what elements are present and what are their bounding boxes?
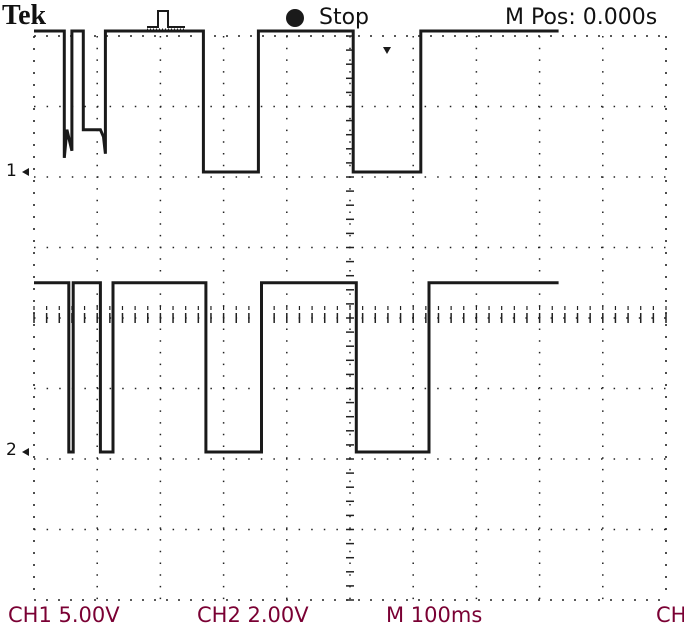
ch1-waveform — [34, 29, 559, 174]
ch1-scale-readout: CH1 5.00V — [8, 603, 120, 627]
pulse-trigger-icon — [147, 10, 185, 30]
acquisition-status: Stop — [319, 5, 370, 30]
ch2-marker-label: 2 — [6, 440, 17, 460]
ch2-ground-marker — [22, 448, 29, 456]
ch2-waveform — [34, 281, 559, 454]
waveform-traces — [34, 29, 559, 454]
horizontal-position-readout: M Pos: 0.000s — [505, 5, 658, 30]
timebase-readout: M 100ms — [386, 603, 483, 627]
ch1-ground-marker — [22, 168, 29, 176]
graticule-grid — [33, 35, 667, 601]
ch2-scale-readout: CH2 2.00V — [197, 603, 309, 627]
channel-readout-cut-off: CH — [656, 603, 684, 627]
ch1-marker-label: 1 — [6, 161, 17, 181]
trigger-position-marker — [383, 47, 391, 54]
stop-circle-icon — [286, 9, 304, 27]
brand-logo: Tek — [2, 0, 47, 31]
